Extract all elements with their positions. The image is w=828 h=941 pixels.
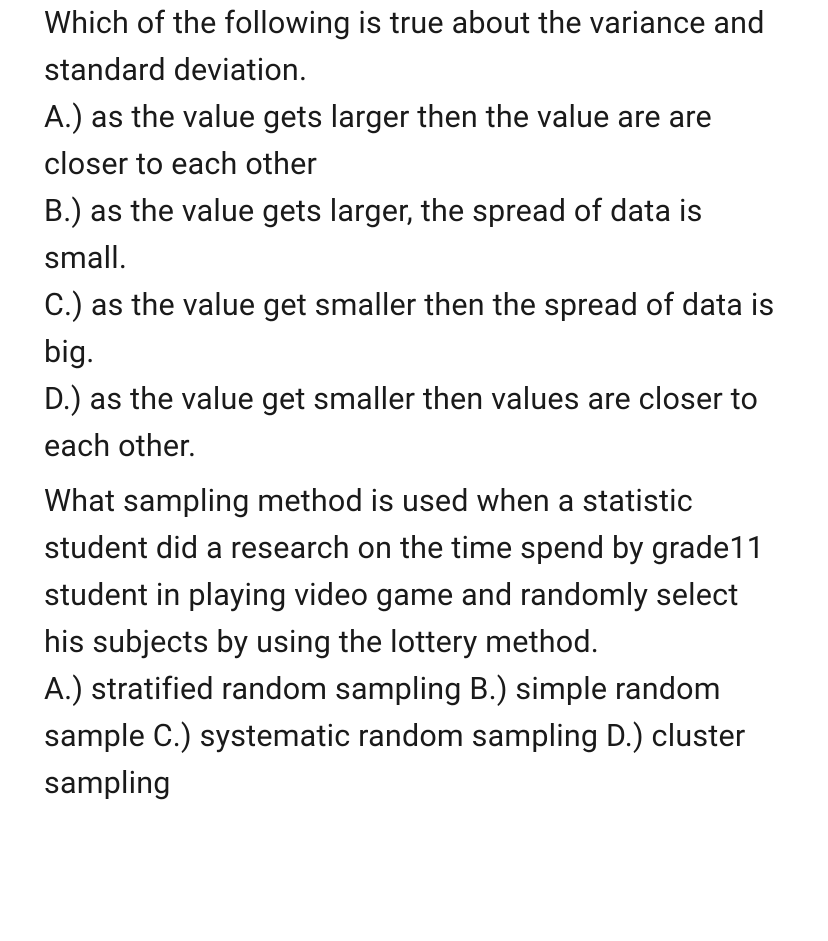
question-1-option-d: D.) as the value get smaller then values… [44,376,784,470]
question-1-option-b: B.) as the value gets larger, the spread… [44,188,784,282]
question-2-prompt: What sampling method is used when a stat… [44,478,784,666]
question-2: What sampling method is used when a stat… [44,478,784,807]
question-1-option-a: A.) as the value gets larger then the va… [44,94,784,188]
question-1-option-c: C.) as the value get smaller then the sp… [44,282,784,376]
question-2-options: A.) stratified random sampling B.) simpl… [44,666,784,807]
question-1-prompt: Which of the following is true about the… [44,0,784,94]
question-1: Which of the following is true about the… [44,0,784,470]
